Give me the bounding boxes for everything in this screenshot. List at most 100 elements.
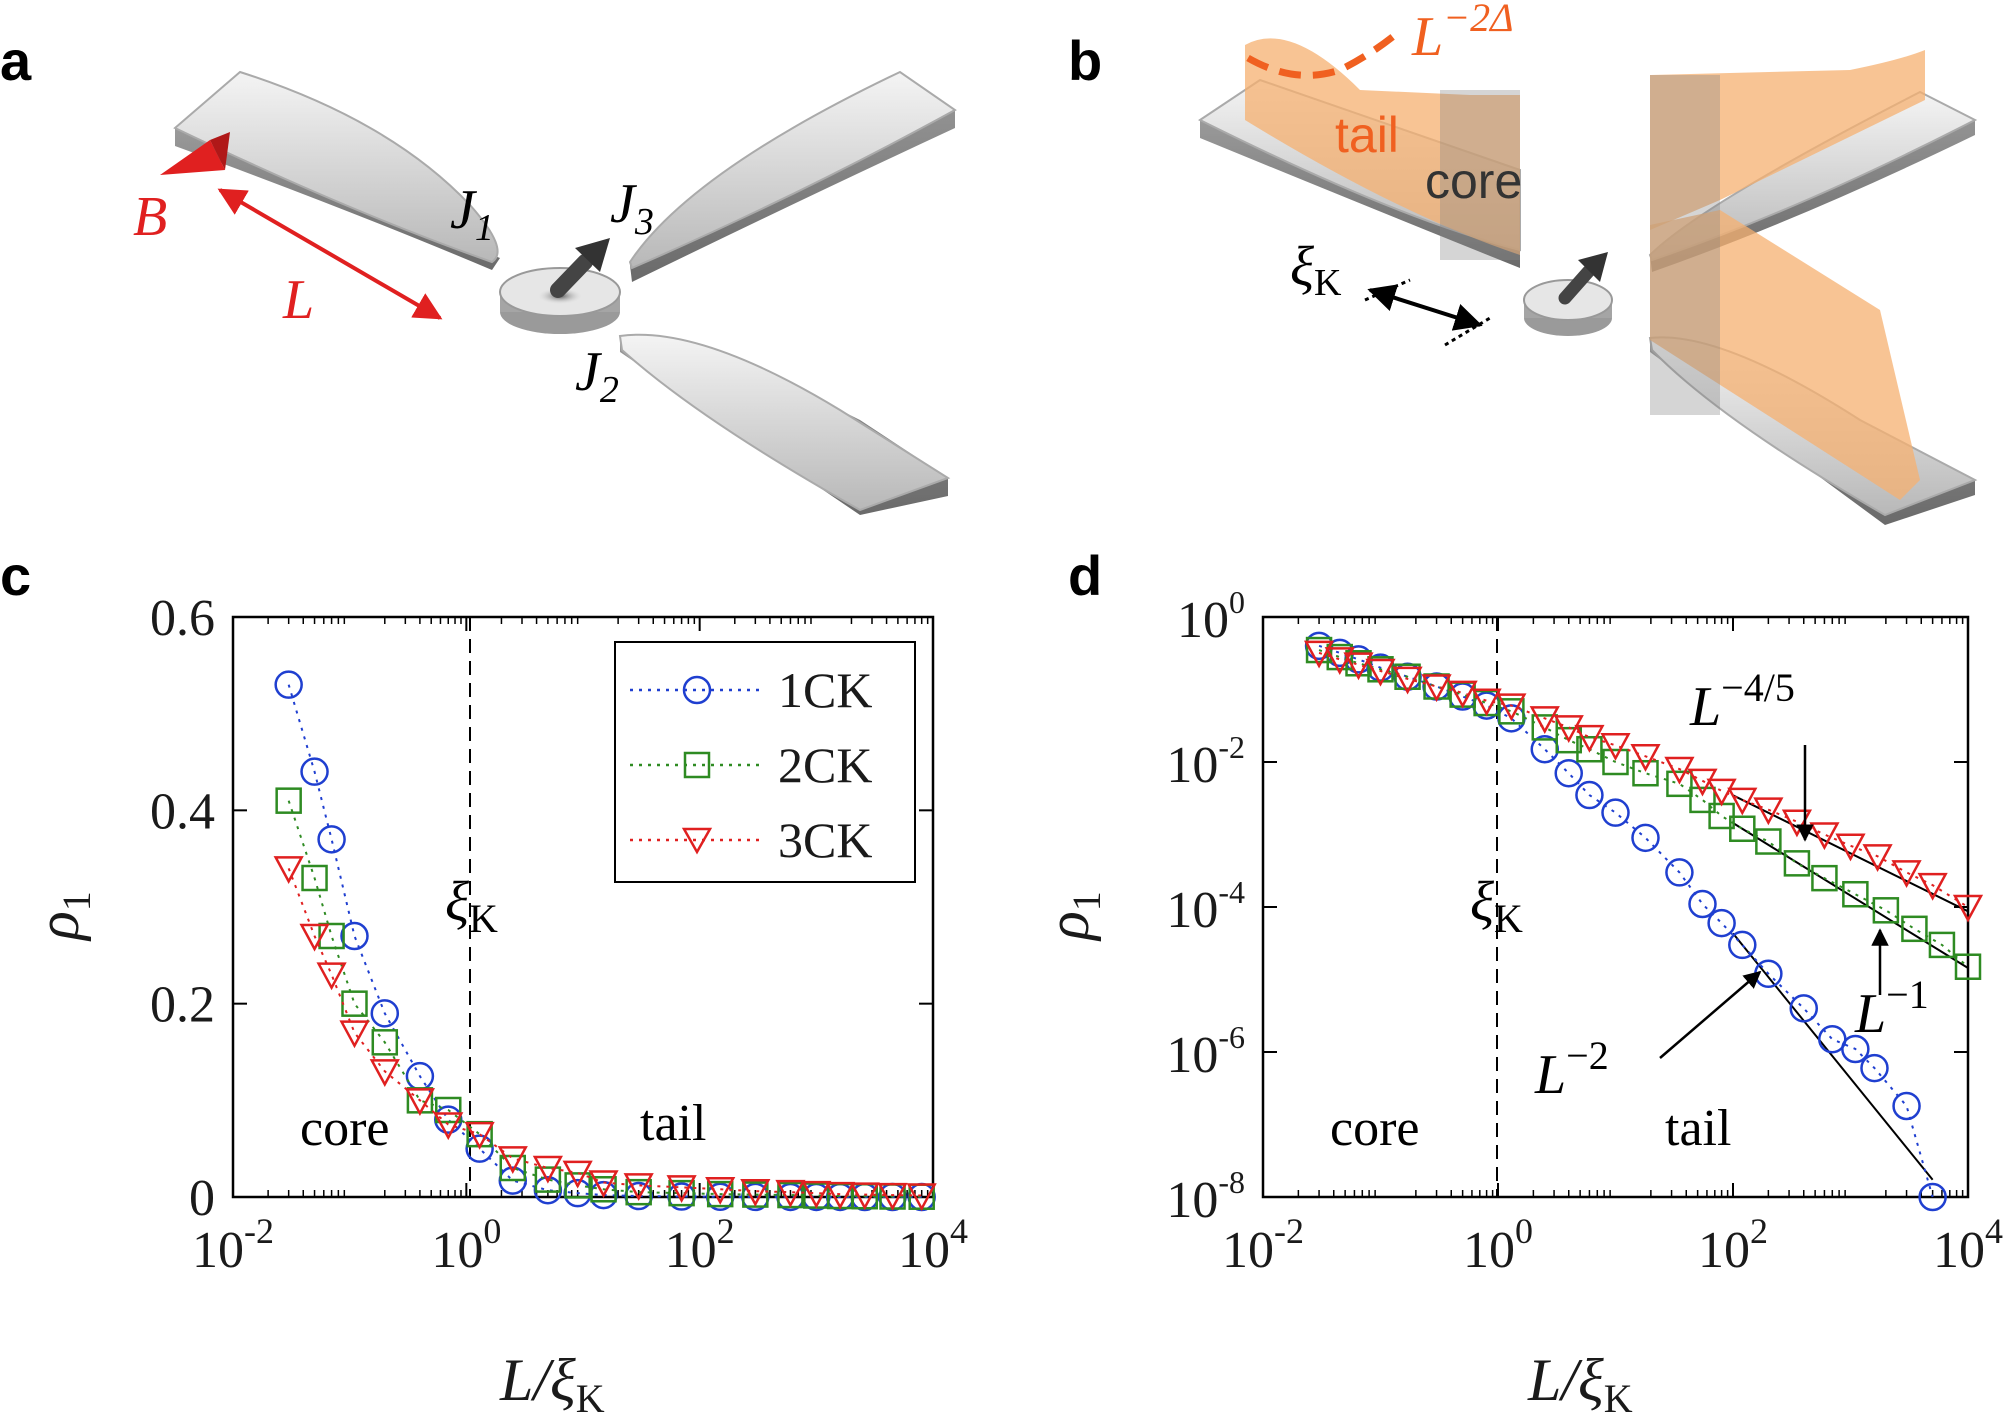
tail-cloud-left: [1245, 38, 1520, 255]
data-point-2ck: [1842, 880, 1869, 908]
tail-label: tail: [1335, 107, 1399, 163]
data-point-3ck: [1553, 715, 1584, 744]
legend-label-3ck: 3CK: [778, 812, 872, 868]
legend-marker-3ck: [681, 827, 713, 855]
data-point-3ck: [532, 1155, 563, 1184]
data-point-2ck: [590, 1176, 617, 1203]
data-point-1ck: [465, 1134, 494, 1163]
data-point-3ck: [1952, 894, 1984, 923]
quantum-dot-b: [1523, 279, 1613, 336]
data-point-2ck: [1305, 636, 1333, 664]
data-point-3ck: [1781, 809, 1813, 838]
xtick-label-c: 102: [665, 1211, 735, 1279]
data-point-2ck: [1954, 953, 1982, 980]
legend-item-3ck: 3CK: [630, 812, 872, 868]
data-point-3ck: [740, 1178, 771, 1207]
xtick-label-d: 104: [1933, 1211, 2003, 1279]
lead-2: [618, 333, 951, 515]
series-line-2ck: [1318, 649, 1969, 968]
tail-cloud-lower: [1650, 210, 1920, 500]
data-point-3ck: [705, 1177, 736, 1205]
ytick-label-d: 10-6: [1166, 1019, 1245, 1084]
data-point-3ck: [1421, 674, 1452, 703]
ticks-c: 10-2 100 102 104 0 0.2 0.4 0.6: [150, 590, 968, 1279]
data-point-3ck: [1343, 652, 1374, 681]
data-point-2ck: [706, 1180, 734, 1208]
coupling-j1: J1: [450, 179, 494, 249]
tail-cloud-upper: [1650, 50, 1925, 230]
panel-label-d: d: [1068, 544, 1102, 607]
core-annotation-c: core: [300, 1100, 389, 1157]
field-label: B: [133, 186, 167, 248]
ytick-label-d: 10-4: [1166, 874, 1245, 939]
coupling-j2: J2: [575, 341, 619, 411]
legend-label-2ck: 2CK: [778, 737, 872, 793]
xtick-label-d: 102: [1698, 1211, 1768, 1279]
data-point-3ck: [497, 1146, 528, 1174]
data-point-2ck: [1928, 931, 1956, 959]
data-point-3ck: [404, 1088, 436, 1116]
data-point-1ck: [1554, 758, 1583, 788]
data-point-3ck: [464, 1121, 495, 1150]
data-point-1ck: [1422, 672, 1451, 701]
data-point-1ck: [1688, 889, 1717, 919]
data-point-1ck: [1728, 930, 1757, 960]
data-point-2ck: [534, 1166, 562, 1193]
data-point-3ck: [1574, 724, 1605, 753]
data-point-2ck: [1689, 786, 1716, 814]
fit-arrow-1ck: [1659, 970, 1762, 1059]
lead-right: [1648, 50, 1978, 525]
core-label: core: [1425, 153, 1522, 209]
data-point-3ck: [877, 1182, 908, 1211]
data-point-3ck: [1862, 844, 1893, 872]
core-region-left: [1440, 90, 1520, 260]
data-point-2ck: [1394, 663, 1421, 690]
data-point-2ck: [1576, 735, 1603, 763]
data-point-3ck: [1835, 833, 1866, 862]
ticks-d: 10-2 100 102 104 100 10-2 10-4 10-6 10-8: [1166, 584, 2003, 1279]
schematic-a: B L J1 J3 J2: [133, 70, 957, 515]
data-point-3ck: [1664, 756, 1695, 785]
data-point-3ck: [1727, 787, 1758, 816]
data-point-3ck: [1447, 680, 1478, 709]
chart-c: 10-2 100 102 104 0 0.2 0.4 0.6 1CK 2CK 3CK core: [25, 590, 968, 1413]
ytick-label-c: 0.4: [150, 783, 215, 840]
data-point-1ck: [317, 825, 346, 854]
data-point-3ck: [849, 1182, 880, 1211]
panel-label-a: a: [0, 29, 32, 92]
ylabel-d: ρ1: [1035, 891, 1109, 942]
core-annotation-d: core: [1330, 1100, 1419, 1157]
xlabel-d: L/ξK: [1527, 1347, 1633, 1413]
data-point-2ck: [625, 1178, 652, 1206]
data-point-3ck: [433, 1112, 464, 1141]
xtick-label-d: 100: [1463, 1211, 1533, 1279]
ytick-label-d: 10-8: [1166, 1164, 1245, 1229]
data-point-2ck: [301, 864, 328, 892]
data-point-2ck: [1783, 850, 1811, 877]
xlabel-c: L/ξK: [499, 1347, 605, 1413]
data-point-1ck: [1631, 823, 1660, 853]
chart-d: 10-2 100 102 104 100 10-2 10-4 10-6 10-8 L−4/5 L…: [1035, 584, 2003, 1413]
data-point-2ck: [1872, 897, 1900, 924]
data-point-2ck: [1632, 759, 1659, 787]
fit-line-1ck: [1732, 932, 1934, 1181]
legend-item-1ck: 1CK: [630, 662, 872, 718]
legend-label-1ck: 1CK: [778, 662, 872, 718]
data-point-3ck: [1753, 797, 1784, 826]
data-point-1ck: [1789, 994, 1818, 1023]
data-point-1ck: [370, 999, 400, 1028]
fit-label-2ck: L−1: [1854, 972, 1929, 1045]
xi-annotation-c: ξK: [445, 871, 498, 941]
spin-arrow-icon: [550, 238, 610, 298]
data-point-3ck: [369, 1059, 400, 1087]
data-point-2ck: [499, 1154, 527, 1182]
data-point-1ck: [1860, 1053, 1889, 1083]
data-point-1ck: [1665, 858, 1694, 887]
data-point-2ck: [1755, 828, 1782, 855]
data-point-3ck: [1303, 640, 1335, 669]
tail-annotation-c: tail: [640, 1095, 706, 1152]
xi-label: ξK: [1290, 236, 1342, 304]
data-point-2ck: [1666, 770, 1693, 798]
data-point-3ck: [1917, 872, 1948, 901]
